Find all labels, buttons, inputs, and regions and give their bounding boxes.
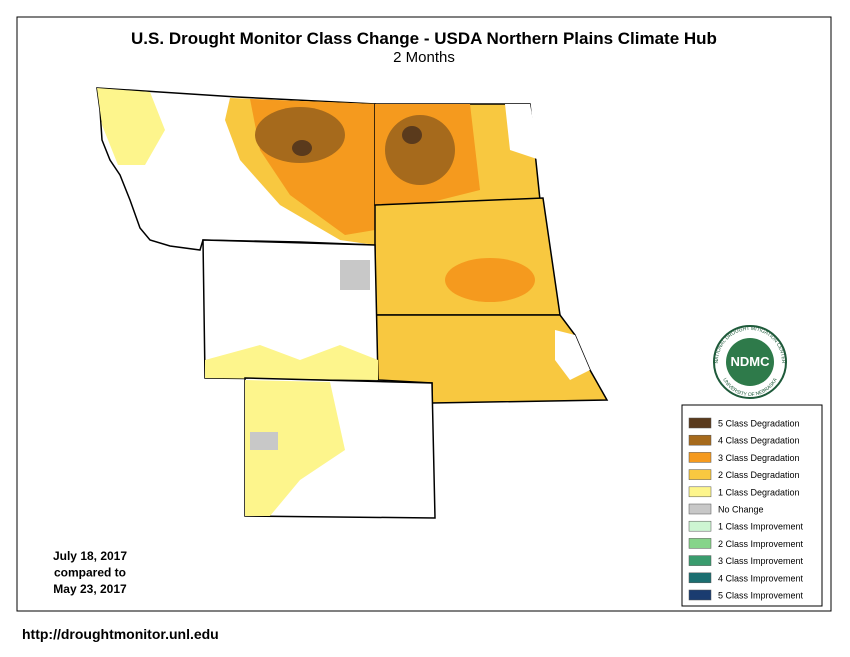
patch bbox=[445, 258, 535, 302]
patch bbox=[292, 140, 312, 156]
patch bbox=[555, 330, 590, 380]
patch bbox=[97, 88, 165, 165]
legend-swatch bbox=[688, 520, 712, 532]
comparison-line: May 23, 2017 bbox=[53, 582, 127, 596]
legend-swatch bbox=[688, 434, 712, 446]
title: U.S. Drought Monitor Class Change - USDA… bbox=[131, 29, 717, 48]
url: http://droughtmonitor.unl.edu bbox=[22, 626, 219, 642]
legend-swatch bbox=[688, 572, 712, 584]
legend-label: 5 Class Degradation bbox=[718, 419, 800, 429]
patch bbox=[205, 345, 378, 380]
comparison: July 18, 2017 compared to May 23, 2017 bbox=[53, 549, 127, 596]
legend-label: 2 Class Degradation bbox=[718, 470, 800, 480]
patch bbox=[250, 432, 278, 450]
comparison-line: compared to bbox=[54, 566, 126, 580]
legend-swatch bbox=[688, 452, 712, 463]
legend-label: 1 Class Degradation bbox=[718, 487, 800, 497]
patch bbox=[255, 107, 345, 163]
logo-name: NDMC bbox=[731, 354, 771, 369]
map bbox=[96, 87, 609, 519]
logo: NATIONAL DROUGHT MITIGATION CENTER UNIVE… bbox=[713, 325, 787, 399]
legend: 5 Class Degradation 4 Class Degradation 3 … bbox=[688, 417, 804, 601]
legend-label: 3 Class Improvement bbox=[718, 556, 804, 566]
legend-label: 5 Class Improvement bbox=[718, 591, 804, 601]
legend-label: 4 Class Improvement bbox=[718, 573, 804, 583]
legend-swatch bbox=[688, 469, 712, 480]
patch bbox=[385, 115, 455, 185]
legend-swatch bbox=[688, 555, 712, 566]
patch bbox=[340, 260, 370, 290]
legend-label: No Change bbox=[718, 505, 764, 515]
nebraska bbox=[374, 314, 609, 404]
patch bbox=[245, 380, 345, 516]
logo-disc bbox=[726, 338, 774, 386]
legend-label: 1 Class Improvement bbox=[718, 522, 804, 532]
legend-swatch bbox=[688, 486, 712, 498]
legend-swatch bbox=[688, 589, 712, 601]
legend-label: 3 Class Degradation bbox=[718, 453, 800, 463]
patch bbox=[505, 104, 540, 160]
patch bbox=[402, 126, 422, 144]
legend-swatch bbox=[688, 417, 712, 429]
legend-label: 2 Class Improvement bbox=[718, 539, 804, 549]
legend-swatch bbox=[688, 503, 712, 515]
legend-label: 4 Class Degradation bbox=[718, 436, 800, 446]
legend-swatch bbox=[688, 538, 712, 549]
subtitle: 2 Months bbox=[393, 49, 455, 66]
comparison-line: July 18, 2017 bbox=[53, 549, 127, 563]
